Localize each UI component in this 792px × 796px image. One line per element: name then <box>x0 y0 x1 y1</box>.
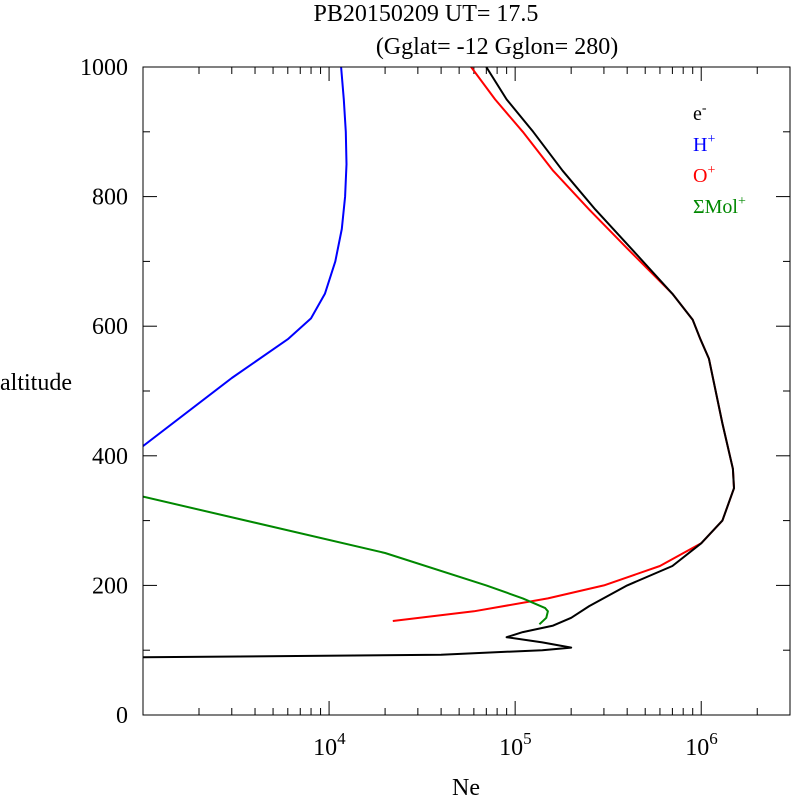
legend-entry: O+ <box>693 163 715 187</box>
plot-frame <box>142 66 791 716</box>
x-tick-label: 105 <box>499 729 532 761</box>
y-tick-label: 1000 <box>80 55 128 81</box>
y-tick-label: 400 <box>92 444 128 470</box>
legend-entry: ΣMol+ <box>693 194 746 218</box>
y-tick-label: 600 <box>92 314 128 340</box>
y-axis-label: altitude <box>0 370 72 396</box>
y-tick-label: 800 <box>92 185 128 211</box>
chart-subtitle: (Gglat= -12 Gglon= 280) <box>376 34 618 60</box>
x-tick-label: 106 <box>685 729 718 761</box>
series-line-2 <box>143 495 549 626</box>
plot-area <box>143 67 735 659</box>
legend-entry: e- <box>693 101 707 125</box>
legend-entry: H+ <box>693 132 715 156</box>
series-line-3 <box>143 67 735 659</box>
series-line-1 <box>392 67 735 622</box>
x-axis-label: Ne <box>452 775 480 796</box>
legend: e- H+ O+ ΣMol+ <box>693 101 746 218</box>
y-tick-label: 200 <box>92 573 128 599</box>
series-line-0 <box>143 67 348 447</box>
chart-title: PB20150209 UT= 17.5 <box>314 1 539 27</box>
x-tick-labels: 104 105 106 <box>313 729 718 761</box>
y-tick-labels: 0 200 400 600 800 1000 <box>80 55 128 729</box>
y-tick-label: 0 <box>116 703 128 729</box>
x-tick-label: 104 <box>313 729 346 761</box>
axis-ticks <box>143 66 790 716</box>
